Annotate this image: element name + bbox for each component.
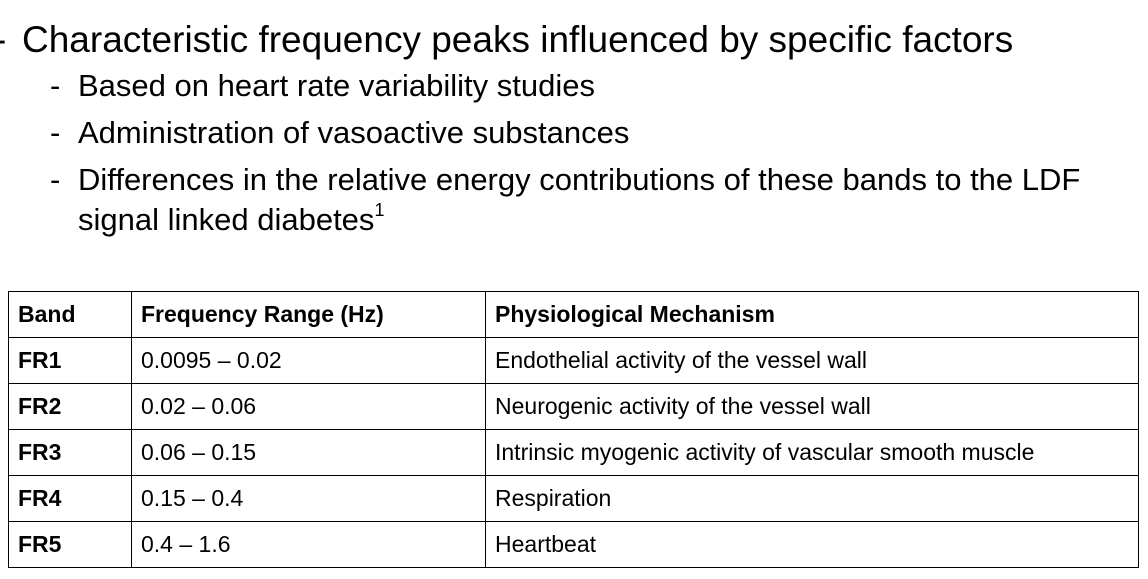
sub-bullet: - Differences in the relative energy con…: [0, 160, 1140, 240]
bullet-dash: -: [0, 14, 6, 66]
table-row: FR4 0.15 – 0.4 Respiration: [8, 475, 1139, 522]
sub-bullet: - Based on heart rate variability studie…: [0, 66, 1140, 106]
sub-bullet: - Administration of vasoactive substance…: [0, 113, 1140, 153]
sub-bullet-text: Differences in the relative energy contr…: [78, 162, 1081, 237]
header-physiological-mechanism: Physiological Mechanism: [485, 291, 1139, 338]
band-cell: FR3: [8, 429, 132, 476]
header-frequency-range: Frequency Range (Hz): [131, 291, 486, 338]
bullet-dash: -: [50, 162, 61, 197]
bullet-list: - Characteristic frequency peaks influen…: [0, 14, 1140, 247]
mechanism-cell: Respiration: [485, 475, 1139, 522]
sub-bullet-text: Administration of vasoactive substances: [78, 115, 630, 150]
band-cell: FR1: [8, 337, 132, 384]
frequency-range-cell: 0.02 – 0.06: [131, 383, 486, 430]
sub-bullet-text: Based on heart rate variability studies: [78, 68, 595, 103]
bullet-dash: -: [50, 115, 61, 150]
band-cell: FR4: [8, 475, 132, 522]
table-row: FR3 0.06 – 0.15 Intrinsic myogenic activ…: [8, 429, 1139, 476]
mechanism-cell: Endothelial activity of the vessel wall: [485, 337, 1139, 384]
frequency-range-cell: 0.15 – 0.4: [131, 475, 486, 522]
table-row: FR2 0.02 – 0.06 Neurogenic activity of t…: [8, 383, 1139, 430]
frequency-range-cell: 0.0095 – 0.02: [131, 337, 486, 384]
bullet-dash: -: [50, 68, 61, 103]
footnote-marker: 1: [374, 200, 385, 220]
band-cell: FR2: [8, 383, 132, 430]
table-row: FR5 0.4 – 1.6 Heartbeat: [8, 521, 1139, 568]
header-band: Band: [8, 291, 132, 338]
main-bullet-text: Characteristic frequency peaks influence…: [22, 19, 1014, 60]
frequency-bands-table: Band Frequency Range (Hz) Physiological …: [8, 291, 1139, 568]
mechanism-cell: Neurogenic activity of the vessel wall: [485, 383, 1139, 430]
mechanism-cell: Intrinsic myogenic activity of vascular …: [485, 429, 1139, 476]
main-bullet: - Characteristic frequency peaks influen…: [0, 14, 1140, 66]
table-row: FR1 0.0095 – 0.02 Endothelial activity o…: [8, 337, 1139, 384]
frequency-range-cell: 0.06 – 0.15: [131, 429, 486, 476]
mechanism-cell: Heartbeat: [485, 521, 1139, 568]
table-header-row: Band Frequency Range (Hz) Physiological …: [8, 291, 1139, 338]
band-cell: FR5: [8, 521, 132, 568]
sub-bullet-list: - Based on heart rate variability studie…: [0, 66, 1140, 240]
frequency-range-cell: 0.4 – 1.6: [131, 521, 486, 568]
